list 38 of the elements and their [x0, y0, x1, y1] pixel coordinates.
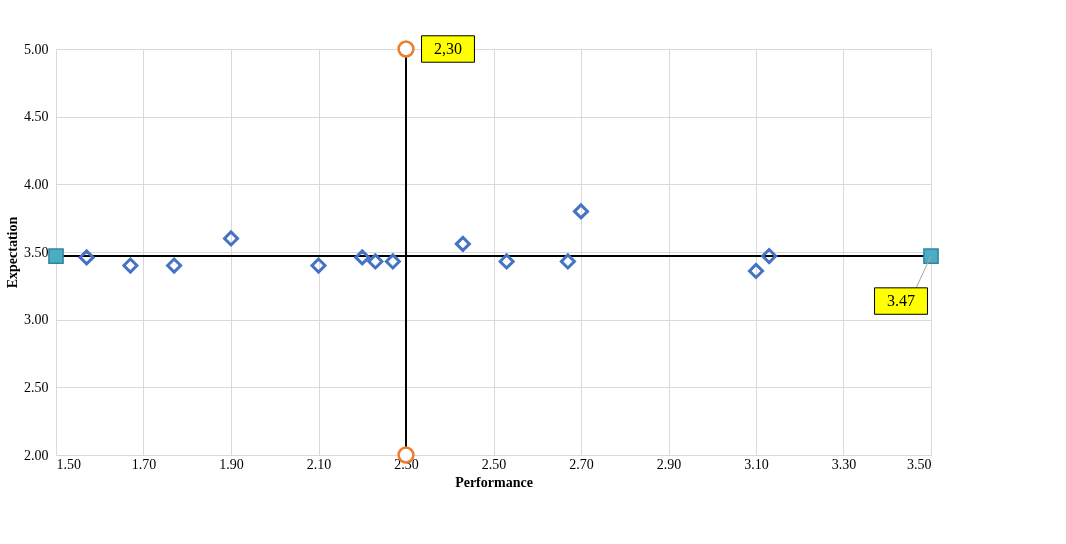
x-tick-label: 2.90	[656, 456, 682, 472]
point	[354, 249, 371, 266]
point	[78, 249, 95, 266]
y-tick-label: 2.50	[24, 379, 49, 395]
point	[747, 262, 765, 279]
point	[761, 248, 778, 265]
x-tick-label: 2.10	[306, 456, 332, 472]
y-axis-title: Expectation	[5, 216, 20, 289]
point	[367, 253, 384, 270]
point	[384, 253, 401, 270]
point	[48, 248, 64, 264]
point	[122, 257, 139, 274]
point	[559, 253, 576, 270]
point	[454, 235, 471, 252]
x-tick-label: 3.10	[744, 456, 769, 472]
annotation: 2,30	[434, 40, 462, 57]
y-tick-label: 3.00	[24, 312, 49, 328]
y-tick-label: 4.00	[24, 176, 49, 192]
point	[222, 230, 240, 247]
annotation: 3.47	[887, 292, 915, 310]
x-tick-label: 2.70	[569, 456, 594, 472]
point	[310, 257, 327, 274]
x-tick-label: 1.90	[219, 456, 244, 472]
x-tick-label: 2.50	[481, 456, 507, 472]
point	[923, 248, 939, 264]
x-axis-title: Performance	[455, 474, 533, 490]
x-tick-label: 1.50	[56, 456, 81, 472]
y-tick-label: 5.00	[24, 41, 49, 57]
y-tick-label: 4.50	[24, 109, 49, 125]
point	[166, 257, 183, 274]
point	[572, 203, 590, 220]
point	[397, 40, 415, 58]
x-tick-label: 3.30	[831, 456, 857, 472]
x-tick-label: 3.50	[907, 456, 932, 472]
point	[498, 253, 515, 270]
y-tick-label: 2.00	[24, 447, 49, 463]
x-tick-label: 1.70	[131, 456, 157, 472]
y-tick-label: 3.50	[24, 244, 49, 260]
